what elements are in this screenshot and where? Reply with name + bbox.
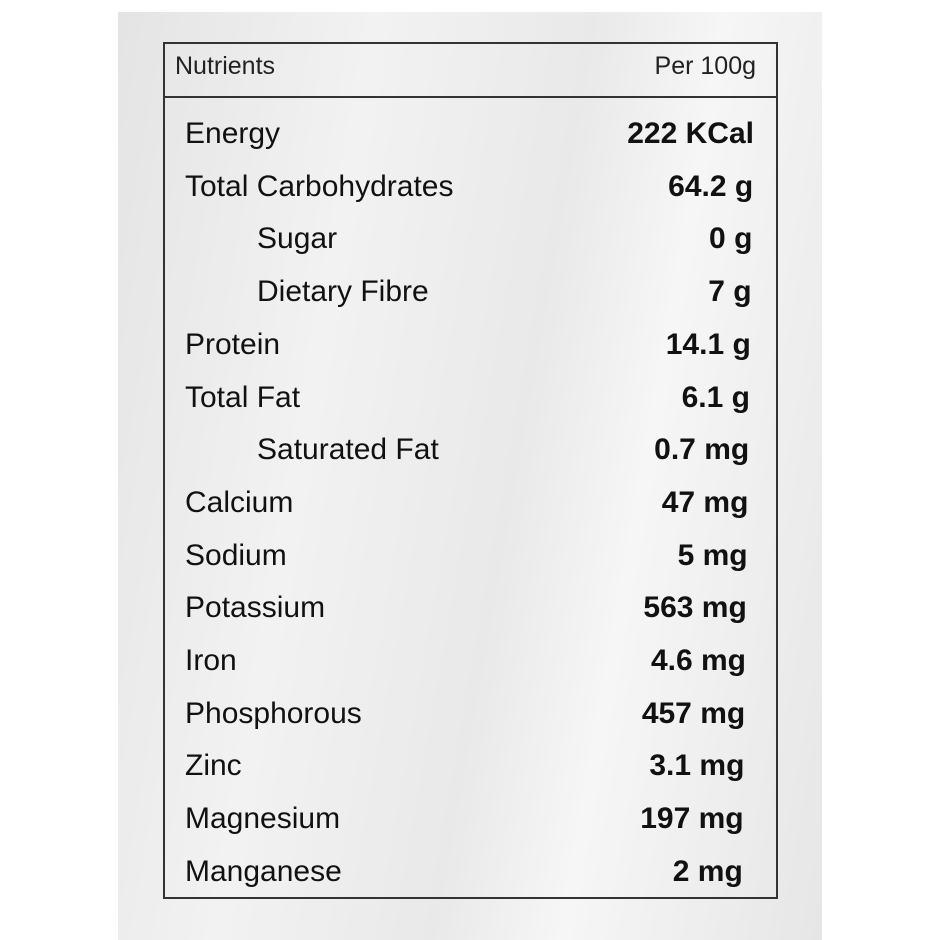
header-rule [165, 96, 776, 98]
nutrient-value: 6.1 g [681, 380, 750, 414]
nutrient-label: Calcium [185, 485, 294, 519]
sub-nutrient-label: Sugar [257, 222, 338, 256]
nutrient-label: Manganese [185, 854, 342, 888]
nutrient-label: Zinc [185, 749, 242, 783]
nutrient-value: 3.1 mg [649, 749, 745, 783]
nutrient-label: Potassium [185, 591, 326, 625]
nutrient-label: Phosphorous [185, 696, 362, 730]
nutrient-label: Magnesium [185, 802, 341, 836]
nutrient-value: 5 mg [677, 538, 748, 572]
sub-nutrient-label: Saturated Fat [257, 433, 439, 467]
nutrient-label: Iron [185, 644, 237, 677]
nutrient-label: Energy [185, 117, 281, 150]
nutrient-value: 64.2 g [668, 169, 754, 203]
nutrient-label: Total Carbohydrates [185, 169, 454, 203]
nutrient-label: Sodium [185, 538, 287, 572]
nutrient-value: 4.6 mg [650, 644, 746, 677]
nutrient-value: 14.1 g [665, 327, 751, 361]
nutrient-value: 197 mg [640, 802, 744, 836]
header-per: Per 100g [654, 52, 756, 80]
nutrient-value: 2 mg [672, 854, 743, 888]
nutrient-value: 563 mg [643, 591, 747, 625]
nutrient-value: 0.7 mg [654, 433, 750, 467]
package-background [118, 12, 822, 940]
nutrient-value: 47 mg [661, 485, 749, 519]
sub-nutrient-label: Dietary Fibre [257, 275, 429, 309]
nutrition-table: Nutrients Per 100g Energy 222 KCal Total C… [163, 42, 778, 899]
nutrient-value: 457 mg [641, 696, 746, 730]
nutrient-value: 0 g [709, 222, 753, 256]
nutrient-value: 7 g [708, 275, 752, 309]
nutrient-label: Protein [185, 327, 281, 361]
nutrient-value: 222 KCal [627, 117, 754, 150]
nutrient-label: Total Fat [185, 380, 301, 414]
header-nutrients: Nutrients [175, 52, 276, 80]
